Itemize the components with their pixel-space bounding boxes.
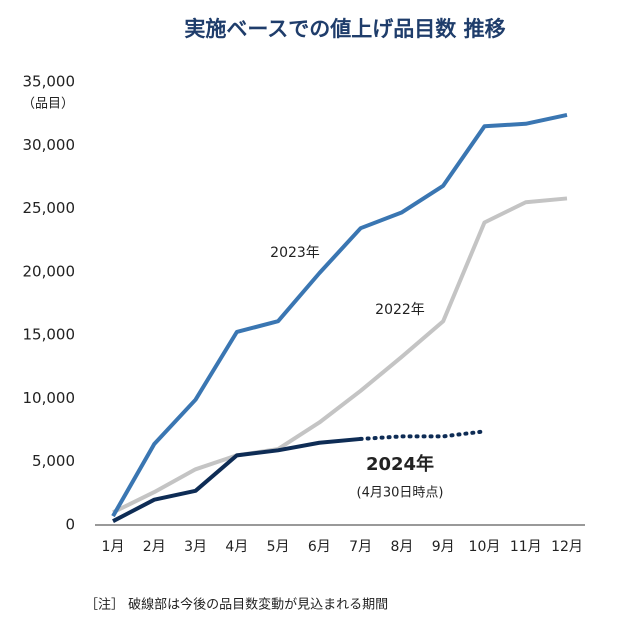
x-tick-label: 3月 — [184, 539, 207, 555]
x-tick-label: 9月 — [432, 539, 455, 555]
footnote: ［注］ 破線部は今後の品目数変動が見込まれる期間 — [85, 597, 388, 613]
y-tick-label: 15,000 — [23, 326, 76, 344]
x-tick-label: 12月 — [551, 539, 583, 555]
y-tick-label: 25,000 — [23, 199, 76, 217]
x-tick-label: 7月 — [349, 539, 372, 555]
x-tick-label: 8月 — [390, 539, 413, 555]
x-tick-label: 4月 — [225, 539, 248, 555]
y-tick-label: 0 — [65, 516, 75, 534]
line — [111, 112, 568, 518]
y-tick-label: 20,000 — [23, 262, 76, 280]
series-note: (4月30日時点) — [357, 486, 444, 501]
y-tick-label: 35,000 — [23, 73, 76, 91]
line-dotted — [358, 429, 487, 441]
y-tick-label: 10,000 — [23, 389, 76, 407]
x-tick-label: 2月 — [143, 539, 166, 555]
y-unit-label: （品目） — [22, 97, 74, 112]
x-tick-label: 6月 — [308, 539, 331, 555]
x-tick-label: 5月 — [267, 539, 290, 555]
line — [112, 436, 361, 523]
line — [112, 196, 568, 515]
x-tick-label: 1月 — [102, 539, 125, 555]
series-label: 2024年 — [366, 453, 434, 475]
series-label: 2023年 — [270, 245, 320, 261]
y-tick-label: 30,000 — [23, 136, 76, 154]
x-tick-label: 10月 — [469, 539, 501, 555]
series-label: 2022年 — [375, 302, 425, 318]
chart-title: 実施ベースでの値上げ品目数 推移 — [184, 17, 505, 41]
x-tick-label: 11月 — [510, 539, 542, 555]
y-tick-label: 5,000 — [32, 452, 75, 470]
